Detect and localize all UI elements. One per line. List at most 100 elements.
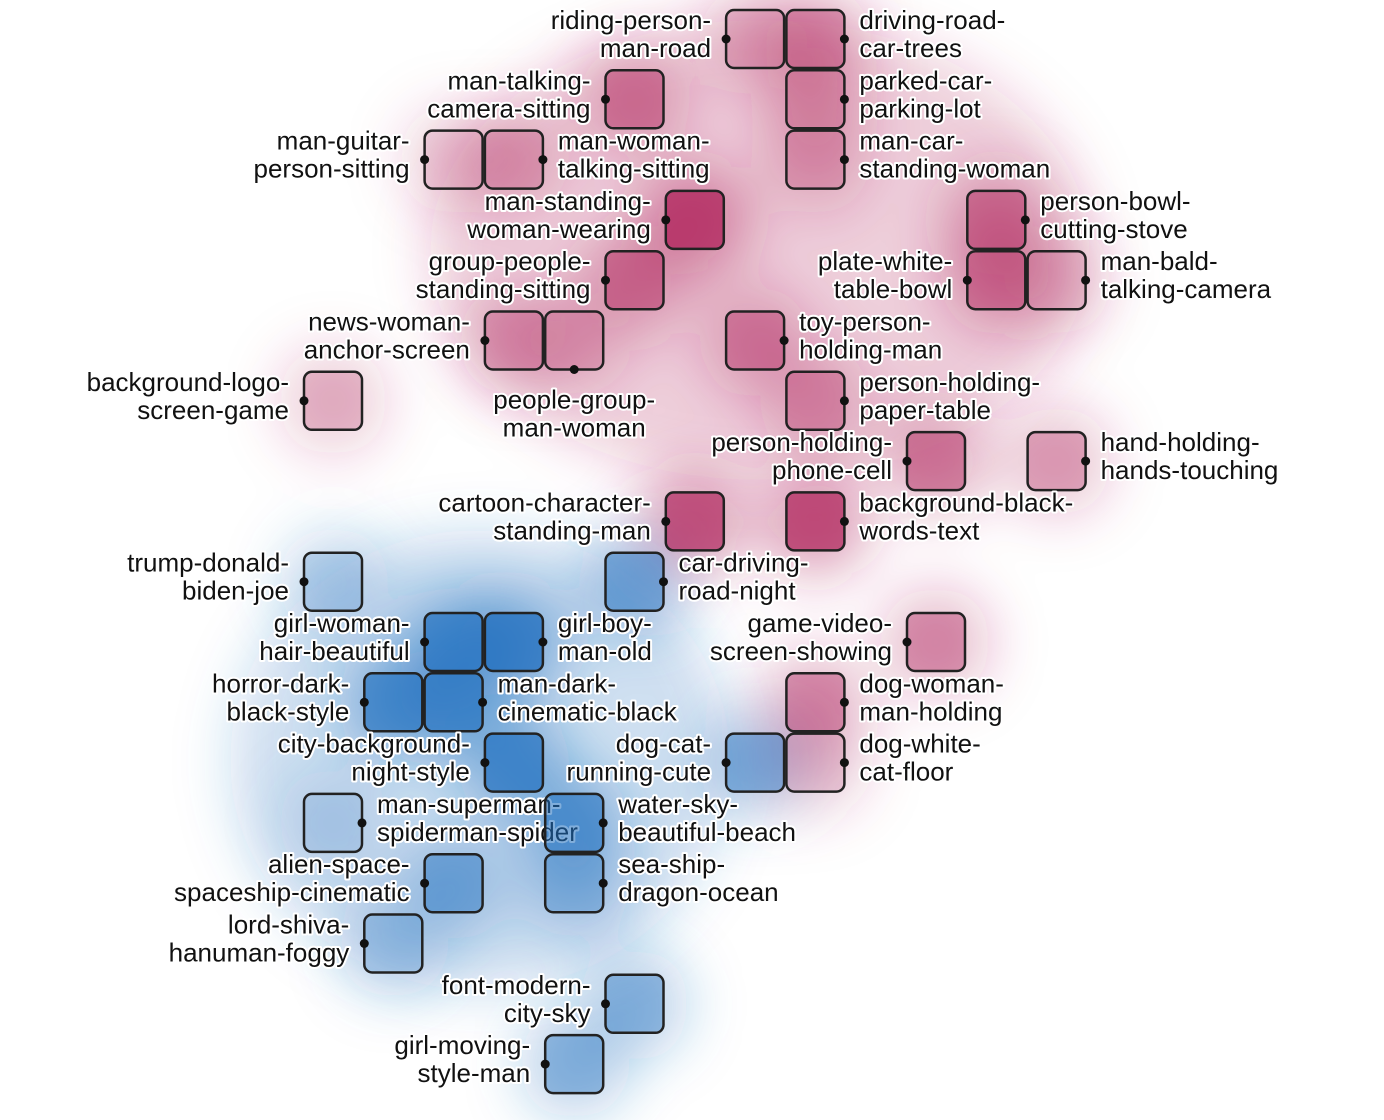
- cell-box[interactable]: [785, 491, 846, 552]
- cell-label: hanuman-foggy: [169, 938, 350, 968]
- cell-car-driving-road-night[interactable]: car-driving-road-night: [604, 546, 811, 612]
- cell-hand-holding-hands-touching[interactable]: hand-holding-hands-touching: [1026, 425, 1280, 492]
- anchor-dot: [299, 396, 309, 406]
- cell-box[interactable]: [785, 672, 846, 733]
- cell-box[interactable]: [363, 672, 424, 733]
- cell-city-background-night-style[interactable]: city-background-night-style: [276, 727, 545, 793]
- cell-box[interactable]: [724, 8, 786, 70]
- cell-label: person-sitting: [254, 154, 410, 184]
- cell-riding-person-man-road[interactable]: riding-person-man-road: [549, 3, 786, 70]
- anchor-dot: [779, 336, 789, 345]
- cell-toy-person-holding-man[interactable]: toy-person-holding-man: [724, 305, 944, 371]
- cell-label: hands-touching: [1101, 455, 1279, 485]
- cell-news-woman-anchor-screen[interactable]: news-woman-anchor-screen: [302, 305, 545, 371]
- cell-man-guitar-person-sitting[interactable]: man-guitar-person-sitting: [252, 124, 484, 190]
- cell-box[interactable]: [1026, 249, 1087, 311]
- cell-box[interactable]: [423, 129, 484, 190]
- cell-box[interactable]: [724, 310, 786, 371]
- cell-person-holding-phone-cell[interactable]: person-holding-phone-cell: [709, 425, 967, 492]
- cell-box[interactable]: [604, 551, 665, 612]
- cell-box[interactable]: [785, 129, 846, 190]
- cell-box[interactable]: [483, 732, 545, 793]
- cell-dog-woman-man-holding[interactable]: dog-woman-man-holding: [785, 666, 1006, 733]
- cell-box[interactable]: [302, 370, 364, 432]
- cell-alien-space-spaceship-cinematic[interactable]: alien-space-spaceship-cinematic: [172, 847, 484, 914]
- cell-label: city-sky: [504, 998, 591, 1028]
- cell-label: driving-road-: [859, 5, 1005, 35]
- cell-man-bald-talking-camera[interactable]: man-bald-talking-camera: [1026, 244, 1274, 311]
- cell-group-people-standing-sitting[interactable]: group-people-standing-sitting: [414, 244, 665, 311]
- cell-box[interactable]: [785, 8, 846, 70]
- cell-sea-ship-dragon-ocean[interactable]: sea-ship-dragon-ocean: [543, 847, 781, 914]
- cell-label: person-holding-: [859, 367, 1040, 397]
- cell-game-video-screen-showing[interactable]: game-video-screen-showing: [708, 606, 967, 673]
- cell-people-group-man-woman[interactable]: people-group-man-woman: [491, 310, 657, 445]
- cell-box[interactable]: [604, 973, 665, 1035]
- cell-label: man-woman-: [558, 126, 710, 156]
- cell-box[interactable]: [1026, 430, 1087, 492]
- cell-water-sky-beautiful-beach[interactable]: water-sky-beautiful-beach: [543, 787, 798, 854]
- cell-box[interactable]: [423, 611, 484, 673]
- cell-man-woman-talking-sitting[interactable]: man-woman-talking-sitting: [483, 124, 712, 190]
- anchor-dot: [598, 878, 608, 888]
- cell-dog-white-cat-floor[interactable]: dog-white-cat-floor: [785, 727, 983, 793]
- cell-horror-dark-black-style[interactable]: horror-dark-black-style: [210, 666, 424, 733]
- cell-box[interactable]: [664, 189, 726, 251]
- anchor-dot: [721, 758, 731, 768]
- cell-box[interactable]: [664, 491, 726, 552]
- cell-box[interactable]: [604, 249, 665, 311]
- anchor-dot: [359, 697, 369, 707]
- cell-font-modern-city-sky[interactable]: font-modern-city-sky: [440, 968, 665, 1035]
- cell-man-dark-cinematic-black[interactable]: man-dark-cinematic-black: [423, 666, 680, 733]
- cell-background-black-words-text[interactable]: background-black-words-text: [785, 485, 1075, 552]
- cell-driving-road-car-trees[interactable]: driving-road-car-trees: [785, 3, 1007, 70]
- cell-label: talking-sitting: [558, 154, 710, 184]
- cell-girl-woman-hair-beautiful[interactable]: girl-woman-hair-beautiful: [257, 606, 484, 673]
- cell-plate-white-table-bowl[interactable]: plate-white-table-bowl: [816, 244, 1027, 311]
- cell-label: lord-shiva-: [228, 910, 349, 940]
- cell-parked-car-parking-lot[interactable]: parked-car-parking-lot: [785, 63, 994, 130]
- cell-man-talking-camera-sitting[interactable]: man-talking-camera-sitting: [425, 63, 665, 130]
- cell-box[interactable]: [483, 310, 545, 371]
- cell-box[interactable]: [543, 310, 605, 371]
- cell-label: black-style: [226, 696, 349, 726]
- cell-box[interactable]: [483, 129, 545, 190]
- cell-box[interactable]: [543, 792, 605, 854]
- cell-cartoon-character-standing-man[interactable]: cartoon-character-standing-man: [436, 485, 726, 552]
- cell-box[interactable]: [483, 611, 545, 673]
- cell-box[interactable]: [724, 732, 786, 793]
- cell-man-standing-woman-wearing[interactable]: man-standing-woman-wearing: [464, 184, 726, 251]
- cell-box[interactable]: [302, 792, 364, 854]
- cell-box[interactable]: [543, 852, 605, 914]
- cell-man-car-standing-woman[interactable]: man-car-standing-woman: [785, 124, 1052, 190]
- cell-box[interactable]: [905, 430, 967, 492]
- cell-background-logo-screen-game[interactable]: background-logo-screen-game: [85, 365, 364, 432]
- cell-box[interactable]: [363, 913, 424, 974]
- cell-label: car-trees: [859, 33, 962, 63]
- cell-label: holding-man: [799, 335, 942, 365]
- cell-box[interactable]: [785, 732, 846, 793]
- cell-man-superman-spiderman-spider[interactable]: man-superman-spiderman-spider: [302, 787, 580, 854]
- cell-person-bowl-cutting-stove[interactable]: person-bowl-cutting-stove: [966, 184, 1193, 251]
- cell-person-holding-paper-table[interactable]: person-holding-paper-table: [785, 365, 1042, 432]
- cell-box[interactable]: [543, 1033, 605, 1095]
- anchor-dot: [480, 758, 490, 768]
- cell-trump-donald-biden-joe[interactable]: trump-donald-biden-joe: [125, 546, 364, 612]
- cell-box[interactable]: [905, 611, 967, 673]
- cell-label: riding-person-: [551, 5, 711, 35]
- cell-box[interactable]: [966, 189, 1027, 251]
- cell-box[interactable]: [302, 551, 364, 612]
- cell-box[interactable]: [785, 370, 846, 432]
- anchor-dot: [661, 516, 671, 526]
- cell-box[interactable]: [966, 249, 1027, 311]
- cell-box[interactable]: [604, 69, 665, 130]
- cell-girl-boy-man-old[interactable]: girl-boy-man-old: [483, 606, 654, 673]
- cell-lord-shiva-hanuman-foggy[interactable]: lord-shiva-hanuman-foggy: [167, 908, 424, 974]
- cells: riding-person-man-roaddriving-road-car-t…: [85, 3, 1280, 1095]
- cell-girl-moving-style-man[interactable]: girl-moving-style-man: [392, 1028, 605, 1095]
- cell-label: beautiful-beach: [618, 817, 796, 847]
- cell-box[interactable]: [423, 672, 484, 733]
- cell-dog-cat-running-cute[interactable]: dog-cat-running-cute: [565, 727, 786, 793]
- cell-box[interactable]: [785, 69, 846, 130]
- cell-box[interactable]: [423, 852, 484, 914]
